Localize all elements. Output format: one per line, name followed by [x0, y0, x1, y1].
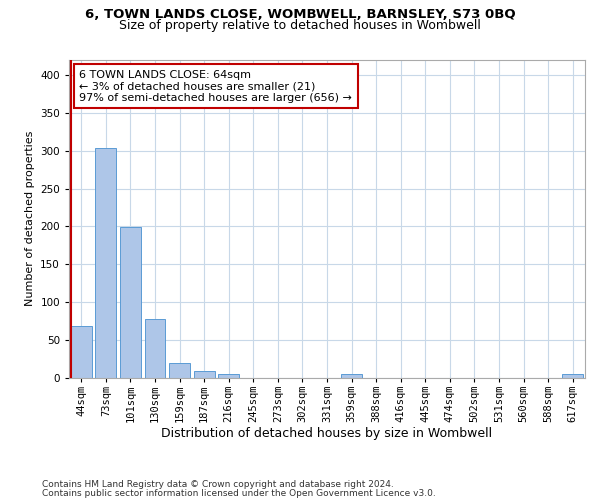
Bar [95, 148, 116, 378]
Text: 6 TOWN LANDS CLOSE: 64sqm
← 3% of detached houses are smaller (21)
97% of semi-d: 6 TOWN LANDS CLOSE: 64sqm ← 3% of detach… [79, 70, 352, 102]
Bar [145, 320, 166, 378]
Text: Contains HM Land Registry data © Crown copyright and database right 2024.: Contains HM Land Registry data © Crown c… [42, 480, 394, 489]
X-axis label: Distribution of detached houses by size in Wombwell: Distribution of detached houses by size … [161, 428, 493, 440]
Bar [341, 374, 362, 378]
Text: Contains public sector information licensed under the Open Government Licence v3: Contains public sector information licen… [42, 489, 436, 498]
Bar [562, 374, 583, 378]
Bar [71, 326, 92, 378]
Bar [194, 372, 215, 378]
Bar [120, 227, 141, 378]
Y-axis label: Number of detached properties: Number of detached properties [25, 131, 35, 306]
Bar [218, 374, 239, 378]
Bar [169, 363, 190, 378]
Text: 6, TOWN LANDS CLOSE, WOMBWELL, BARNSLEY, S73 0BQ: 6, TOWN LANDS CLOSE, WOMBWELL, BARNSLEY,… [85, 8, 515, 20]
Text: Size of property relative to detached houses in Wombwell: Size of property relative to detached ho… [119, 19, 481, 32]
